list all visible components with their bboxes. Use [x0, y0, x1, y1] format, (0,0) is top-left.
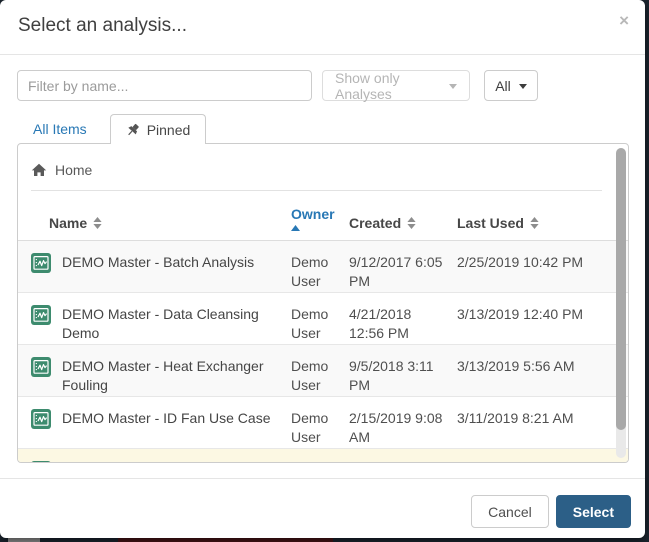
sort-both-icon	[407, 217, 416, 229]
table-row[interactable]: DEMO Master - Heat Exchanger Fouling Dem…	[18, 345, 628, 397]
row-owner: Demo User	[291, 358, 329, 393]
sort-both-icon	[93, 217, 102, 229]
home-icon	[31, 163, 47, 177]
row-name: DEMO Master - Heat Exchanger Fouling	[62, 358, 264, 393]
row-name: DEMO Master - ID Fan Use Case	[62, 410, 271, 426]
table-body: DEMO Master - Batch Analysis Demo User 9…	[18, 241, 628, 462]
analysis-icon	[31, 253, 62, 292]
row-name: DEMO Master - Data Cleansing Demo	[62, 306, 259, 341]
breadcrumb[interactable]: Home	[18, 144, 628, 191]
row-owner: Demo User	[291, 410, 329, 445]
items-table-panel: Home Name Owner Created	[17, 143, 629, 463]
row-created: 9/12/2017 6:05 PM	[349, 254, 443, 289]
row-last-used: 2/25/2019 10:42 PM	[457, 254, 584, 270]
tab-label: Pinned	[146, 121, 191, 138]
row-owner: Demo User	[291, 306, 329, 341]
tab-all-items[interactable]: All Items	[17, 114, 103, 143]
row-name: DEMO Master - Process Monitor	[62, 461, 291, 462]
sort-both-icon	[530, 217, 539, 229]
row-created: 4/21/2018 12:56 PM	[349, 306, 412, 341]
background-page-fragment	[118, 538, 333, 542]
column-header-owner[interactable]: Owner	[291, 206, 349, 231]
tab-label: All Items	[33, 120, 87, 137]
dialog-header: Select an analysis... ×	[0, 0, 645, 55]
row-created: 4/20/2018 5:07	[349, 461, 457, 462]
scope-filter-dropdown[interactable]: All	[484, 70, 538, 101]
breadcrumb-label: Home	[55, 161, 93, 178]
column-header-last-used[interactable]: Last Used	[457, 215, 628, 231]
table-row[interactable]: DEMO Master - Batch Analysis Demo User 9…	[18, 241, 628, 293]
tab-pinned[interactable]: Pinned	[109, 114, 207, 144]
scrollbar-thumb[interactable]	[616, 148, 626, 431]
dialog-title: Select an analysis...	[18, 15, 187, 36]
chevron-down-icon	[518, 83, 527, 89]
row-name: DEMO Master - Batch Analysis	[62, 254, 255, 270]
sort-asc-icon	[291, 225, 300, 231]
close-icon[interactable]: ×	[619, 11, 629, 30]
row-created: 2/15/2019 9:08 AM	[349, 410, 443, 445]
row-owner: Demo	[291, 461, 349, 462]
table-row[interactable]: DEMO Master - ID Fan Use Case Demo User …	[18, 397, 628, 449]
toolbar: Show only Analyses All	[17, 69, 629, 102]
row-owner: Demo User	[291, 254, 329, 289]
type-filter-dropdown[interactable]: Show only Analyses	[322, 69, 470, 102]
column-header-name[interactable]: Name	[49, 215, 291, 231]
filter-input[interactable]	[17, 70, 312, 101]
table-header: Name Owner Created Last U	[18, 191, 628, 241]
analysis-icon	[31, 409, 62, 448]
table-row[interactable]: DEMO Master - Data Cleansing Demo Demo U…	[18, 293, 628, 345]
row-last-used: 3/13/2019 12:40 PM	[457, 306, 584, 322]
analysis-icon	[31, 461, 62, 462]
background-page-fragment	[8, 538, 40, 542]
analysis-icon	[31, 357, 62, 396]
scope-filter-label: All	[495, 77, 511, 94]
row-last-used: 3/13/2019 5:56 AM	[457, 358, 575, 374]
select-button[interactable]: Select	[555, 495, 631, 528]
row-last-used: 3/11/2019 8:21 AM	[457, 410, 574, 426]
pin-icon	[126, 123, 140, 137]
tabs: All Items Pinned	[17, 114, 629, 144]
row-created: 9/5/2018 3:11 PM	[349, 358, 434, 393]
row-last-used: 3/13/2019 7:00	[457, 461, 628, 462]
chevron-down-icon	[449, 83, 457, 89]
dialog-footer: Cancel Select	[0, 478, 645, 538]
table-scrollbar[interactable]	[616, 148, 626, 458]
cancel-button[interactable]: Cancel	[471, 495, 549, 528]
analysis-icon	[31, 305, 62, 344]
table-row[interactable]: DEMO Master - Process Monitor Demo 4/20/…	[18, 449, 628, 462]
column-header-created[interactable]: Created	[349, 215, 457, 231]
type-filter-label: Show only Analyses	[335, 69, 400, 102]
